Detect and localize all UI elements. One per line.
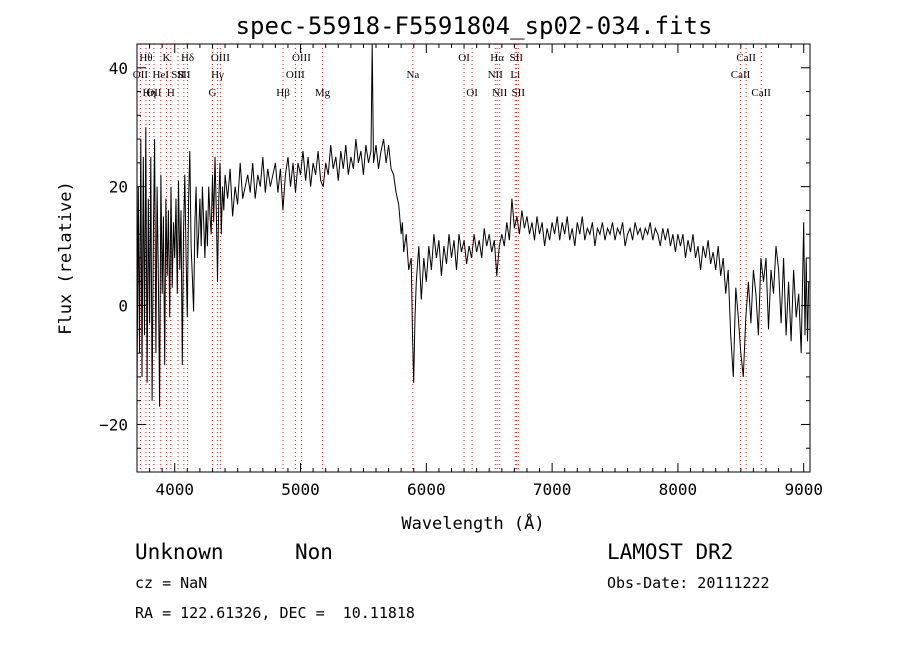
x-tick-label: 6000 [407, 480, 446, 499]
line-label-oiii: OIII [211, 52, 230, 64]
line-label-nii: NII [492, 87, 508, 99]
y-tick-label: −20 [99, 415, 128, 434]
spectral-class: Unknown [135, 540, 224, 564]
x-tick-label: 8000 [659, 480, 698, 499]
ra-dec-coordinates: RA = 122.61326, DEC = 10.11818 [135, 604, 415, 622]
plot-frame [136, 43, 811, 473]
line-label-oii: OII [133, 69, 149, 81]
line-label-caii: CaII [731, 69, 751, 81]
redshift-cz: cz = NaN [135, 574, 208, 592]
line-label-hδ: Hδ [181, 52, 194, 64]
x-axis-ticks: 4000 5000 6000 7000 8000 9000 [136, 44, 823, 499]
chart-title: spec-55918-F5591804_sp02-034.fits [236, 12, 713, 40]
line-label-mg: Mg [315, 87, 331, 99]
line-label-k: K [162, 52, 170, 64]
spectral-line-labels: OIIHθHηOIIHeIKHSIISIIHδGHγOIIIHβOIIIOIII… [133, 52, 772, 99]
survey-name: LAMOST DR2 [607, 540, 734, 564]
line-label-oi: OI [466, 87, 478, 99]
y-tick-label: 0 [118, 297, 128, 316]
line-label-g: G [209, 87, 217, 99]
observation-date: Obs-Date: 20111222 [607, 574, 770, 592]
line-label-hθ: Hθ [139, 52, 152, 64]
line-label-hγ: Hγ [211, 69, 224, 81]
spectral-subclass: Non [295, 540, 333, 564]
line-label-sii: SII [510, 52, 524, 64]
line-label-h: H [167, 87, 175, 99]
x-tick-label: 5000 [281, 480, 320, 499]
spectrum-series-line [136, 43, 810, 407]
y-tick-label: 20 [109, 178, 128, 197]
line-label-oiii: OIII [292, 52, 311, 64]
line-label-na: Na [406, 69, 419, 81]
line-label-caii: CaII [736, 52, 756, 64]
y-axis-label: Flux (relative) [56, 181, 76, 335]
line-label-caii: CaII [751, 87, 771, 99]
line-label-hη: Hη [142, 87, 156, 99]
line-label-oii: OII [146, 87, 162, 99]
line-label-sii: SII [512, 87, 526, 99]
line-label-li: Li [510, 69, 520, 81]
x-tick-label: 4000 [155, 480, 194, 499]
line-label-hei: HeI [153, 69, 170, 81]
x-tick-label: 9000 [784, 480, 823, 499]
line-label-nii: NII [488, 69, 504, 81]
line-label-hα: Hα [490, 52, 504, 64]
line-label-hβ: Hβ [276, 87, 290, 99]
line-label-sii: SII [177, 69, 191, 81]
spectral-line-markers [139, 44, 762, 472]
line-label-oi: OI [458, 52, 470, 64]
x-tick-label: 7000 [533, 480, 572, 499]
line-label-oiii: OIII [286, 69, 305, 81]
x-axis-label: Wavelength (Å) [401, 512, 544, 534]
y-axis-ticks: −20 0 20 40 [99, 43, 810, 473]
y-tick-label: 40 [109, 59, 128, 78]
line-label-sii: SII [171, 69, 185, 81]
